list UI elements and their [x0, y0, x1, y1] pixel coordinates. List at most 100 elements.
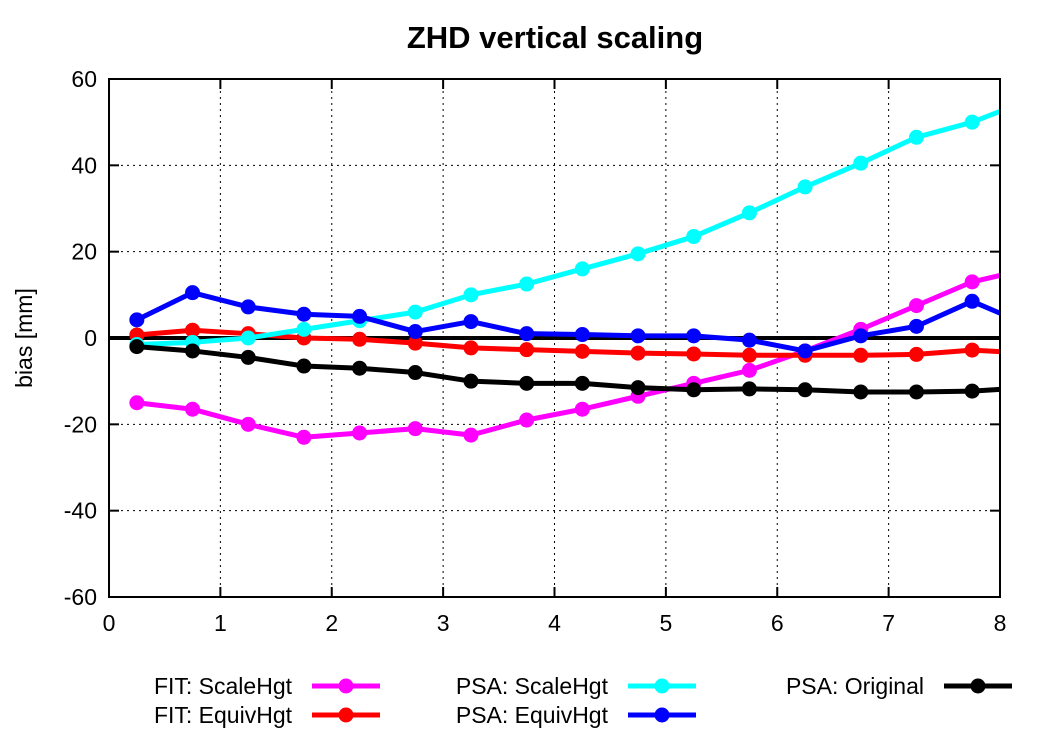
data-point	[908, 298, 924, 314]
data-point	[519, 326, 535, 342]
data-point	[1020, 346, 1035, 361]
data-point	[908, 318, 924, 334]
data-point	[129, 339, 145, 355]
data-point	[686, 382, 702, 398]
data-point	[853, 328, 869, 344]
data-point	[630, 345, 646, 361]
data-point	[741, 347, 757, 363]
data-point	[463, 340, 479, 356]
series-layer	[129, 93, 1035, 445]
x-axis-ticks: 0 1 2 3 4 5 6 7 8	[103, 79, 1007, 636]
data-point	[574, 327, 590, 343]
y-tick-label: 40	[71, 152, 97, 178]
legend-entry-2: PSA: ScaleHgt	[456, 673, 696, 699]
data-point	[686, 229, 702, 245]
x-tick-label: 8	[994, 610, 1007, 636]
data-point	[463, 373, 479, 389]
data-point	[296, 358, 312, 374]
x-tick-label: 4	[548, 610, 561, 636]
legend: FIT: ScaleHgt FIT: EquivHgt PSA: ScaleHgt P…	[154, 673, 1012, 728]
data-point	[741, 205, 757, 221]
data-point	[741, 332, 757, 348]
data-point	[908, 129, 924, 145]
data-point	[519, 375, 535, 391]
data-point	[964, 114, 980, 130]
data-point	[574, 343, 590, 359]
y-axis-ticks: -60 -40 -20 0 20 40 60	[64, 66, 1000, 610]
x-tick-label: 3	[437, 610, 450, 636]
data-point	[964, 293, 980, 309]
data-point	[797, 343, 813, 359]
data-point	[129, 395, 145, 411]
legend-label: FIT: EquivHgt	[154, 702, 293, 728]
data-point	[296, 306, 312, 322]
series-3	[129, 285, 1035, 359]
y-tick-label: 20	[71, 239, 97, 265]
data-point	[574, 375, 590, 391]
x-tick-label: 1	[214, 610, 227, 636]
data-point	[185, 285, 201, 301]
data-point	[407, 365, 423, 381]
data-point	[407, 304, 423, 320]
data-point	[574, 261, 590, 277]
legend-label: PSA: ScaleHgt	[456, 673, 609, 699]
data-point	[630, 246, 646, 262]
data-point	[519, 412, 535, 428]
data-point	[1020, 261, 1035, 276]
data-point	[240, 416, 256, 432]
x-tick-label: 7	[882, 610, 895, 636]
data-point	[407, 421, 423, 437]
chart-title: ZHD vertical scaling	[407, 20, 703, 55]
legend-swatch-marker	[338, 707, 354, 723]
data-point	[686, 346, 702, 362]
data-point	[185, 322, 201, 338]
data-point	[240, 349, 256, 365]
data-point	[407, 324, 423, 340]
data-point	[853, 384, 869, 400]
legend-swatch-marker	[338, 678, 354, 694]
legend-entry-1: FIT: EquivHgt	[154, 702, 380, 728]
data-point	[964, 274, 980, 290]
data-point	[463, 287, 479, 303]
legend-swatch-marker	[654, 678, 670, 694]
data-point	[519, 342, 535, 358]
legend-label: FIT: ScaleHgt	[154, 673, 293, 699]
data-point	[1020, 318, 1035, 333]
data-point	[352, 331, 368, 347]
y-axis-label: bias [mm]	[11, 288, 37, 388]
data-point	[853, 347, 869, 363]
x-tick-label: 2	[325, 610, 338, 636]
x-tick-label: 0	[103, 610, 116, 636]
series-4	[129, 339, 1035, 400]
y-tick-label: 60	[71, 66, 97, 92]
data-point	[240, 299, 256, 315]
data-point	[463, 314, 479, 330]
data-point	[797, 382, 813, 398]
data-point	[741, 362, 757, 378]
data-point	[407, 335, 423, 351]
series-line	[135, 290, 1000, 354]
legend-label: PSA: Original	[786, 673, 924, 699]
data-point	[853, 155, 869, 171]
data-point	[519, 276, 535, 292]
y-tick-label: -20	[64, 411, 97, 437]
data-point	[908, 346, 924, 362]
data-point	[352, 425, 368, 441]
data-point	[185, 401, 201, 417]
x-tick-label: 5	[659, 610, 672, 636]
data-point	[630, 380, 646, 396]
data-point	[908, 384, 924, 400]
data-point	[352, 360, 368, 376]
data-point	[574, 401, 590, 417]
data-point	[630, 328, 646, 344]
data-point	[1020, 93, 1035, 108]
data-point	[129, 312, 145, 328]
data-point	[964, 342, 980, 358]
data-point	[296, 321, 312, 337]
y-tick-label: -40	[64, 498, 97, 524]
data-point	[463, 427, 479, 443]
data-point	[1020, 380, 1035, 395]
data-point	[185, 343, 201, 359]
data-point	[240, 330, 256, 346]
